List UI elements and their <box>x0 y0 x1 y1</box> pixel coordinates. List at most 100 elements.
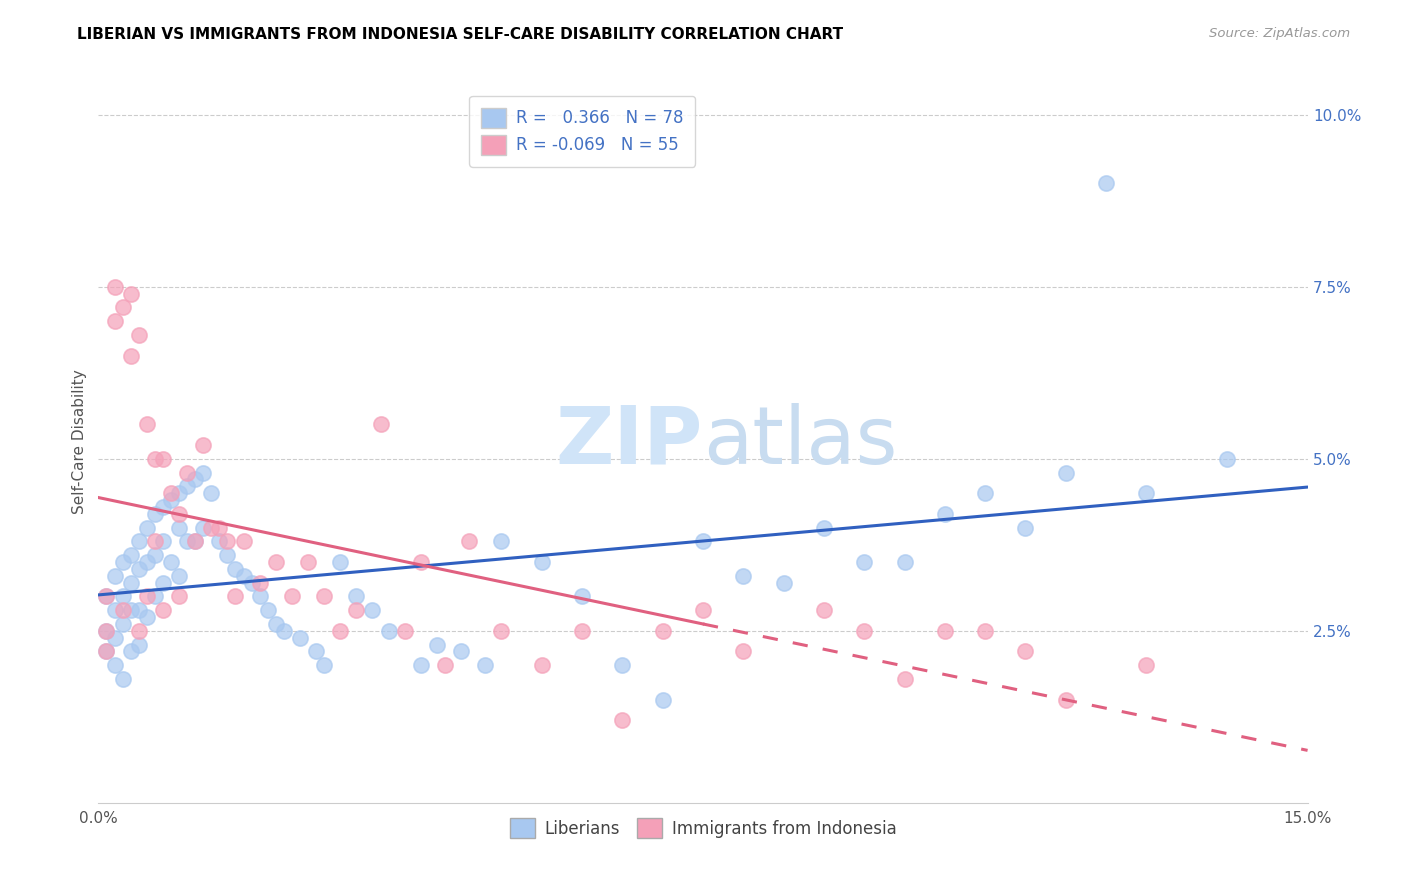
Point <box>128 534 150 549</box>
Point <box>934 507 956 521</box>
Point <box>491 534 513 549</box>
Point <box>1135 486 1157 500</box>
Point <box>96 590 118 604</box>
Text: ZIP: ZIP <box>555 402 703 481</box>
Point <box>409 658 432 673</box>
Point <box>1135 658 1157 673</box>
Point <box>208 520 231 534</box>
Point <box>893 672 915 686</box>
Point <box>208 534 231 549</box>
Point <box>329 624 352 638</box>
Point <box>224 590 246 604</box>
Point <box>530 658 553 673</box>
Point <box>120 548 142 562</box>
Point <box>1216 451 1239 466</box>
Point <box>176 479 198 493</box>
Point <box>1014 520 1036 534</box>
Point <box>103 279 125 293</box>
Point <box>193 520 215 534</box>
Point <box>135 417 157 432</box>
Point <box>143 451 166 466</box>
Point <box>474 658 496 673</box>
Point <box>167 507 190 521</box>
Point <box>103 603 125 617</box>
Point <box>409 555 432 569</box>
Point <box>135 555 157 569</box>
Y-axis label: Self-Care Disability: Self-Care Disability <box>72 369 87 514</box>
Point <box>103 658 125 673</box>
Point <box>193 438 215 452</box>
Point <box>249 590 271 604</box>
Point <box>813 603 835 617</box>
Point <box>329 555 352 569</box>
Point <box>152 451 174 466</box>
Point <box>160 555 183 569</box>
Point <box>152 603 174 617</box>
Point <box>217 534 239 549</box>
Point <box>240 575 263 590</box>
Point <box>120 644 142 658</box>
Point <box>571 590 593 604</box>
Point <box>264 616 287 631</box>
Point <box>135 520 157 534</box>
Point <box>135 610 157 624</box>
Point <box>893 555 915 569</box>
Point <box>394 624 416 638</box>
Point <box>1014 644 1036 658</box>
Point <box>176 466 198 480</box>
Point <box>612 713 634 727</box>
Point <box>314 590 336 604</box>
Point <box>128 562 150 576</box>
Point <box>344 603 367 617</box>
Point <box>96 644 118 658</box>
Point <box>184 534 207 549</box>
Point <box>934 624 956 638</box>
Legend: Liberians, Immigrants from Indonesia: Liberians, Immigrants from Indonesia <box>503 812 903 845</box>
Point <box>143 534 166 549</box>
Point <box>167 486 190 500</box>
Point <box>530 555 553 569</box>
Point <box>370 417 392 432</box>
Point <box>200 520 222 534</box>
Point <box>692 603 714 617</box>
Point <box>143 548 166 562</box>
Point <box>426 638 449 652</box>
Point <box>111 301 134 315</box>
Point <box>692 534 714 549</box>
Point <box>135 590 157 604</box>
Point <box>232 534 254 549</box>
Point <box>143 590 166 604</box>
Point <box>152 575 174 590</box>
Point <box>128 603 150 617</box>
Point <box>974 624 997 638</box>
Point <box>1054 466 1077 480</box>
Point <box>120 603 142 617</box>
Point <box>853 624 876 638</box>
Point <box>377 624 399 638</box>
Point <box>256 603 278 617</box>
Point <box>120 349 142 363</box>
Point <box>111 616 134 631</box>
Point <box>103 568 125 582</box>
Point <box>434 658 457 673</box>
Point <box>1095 177 1118 191</box>
Point <box>249 575 271 590</box>
Point <box>217 548 239 562</box>
Point <box>297 555 319 569</box>
Point <box>160 486 183 500</box>
Point <box>128 327 150 342</box>
Point <box>193 466 215 480</box>
Text: atlas: atlas <box>703 402 897 481</box>
Point <box>571 624 593 638</box>
Point <box>152 534 174 549</box>
Point <box>305 644 328 658</box>
Text: LIBERIAN VS IMMIGRANTS FROM INDONESIA SELF-CARE DISABILITY CORRELATION CHART: LIBERIAN VS IMMIGRANTS FROM INDONESIA SE… <box>77 27 844 42</box>
Point <box>111 555 134 569</box>
Point <box>96 644 118 658</box>
Point <box>167 590 190 604</box>
Point <box>281 590 304 604</box>
Point <box>111 590 134 604</box>
Point <box>200 486 222 500</box>
Point <box>612 658 634 673</box>
Point <box>1054 692 1077 706</box>
